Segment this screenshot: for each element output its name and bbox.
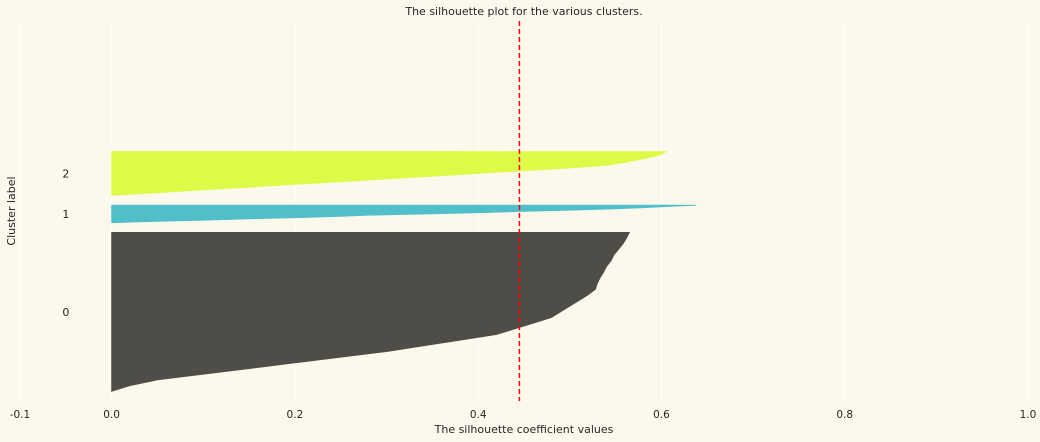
x-tick-label: 0.0 bbox=[103, 409, 120, 421]
cluster-2-area bbox=[111, 151, 668, 196]
cluster-areas bbox=[110, 151, 697, 393]
cluster-1-area bbox=[111, 204, 697, 224]
x-tick-label: 0.4 bbox=[470, 409, 487, 421]
x-tick-label: 0.2 bbox=[287, 409, 304, 421]
x-tick-label: -0.1 bbox=[10, 409, 31, 421]
cluster-labels: 0 1 2 bbox=[62, 167, 69, 318]
cluster-label-0: 0 bbox=[62, 306, 69, 319]
cluster-label-1: 1 bbox=[62, 208, 69, 221]
x-tick-label: 1.0 bbox=[1020, 409, 1037, 421]
cluster-label-2: 2 bbox=[62, 167, 69, 180]
y-axis-label: Cluster label bbox=[5, 176, 18, 245]
x-axis-label: The silhouette coefficient values bbox=[434, 423, 614, 436]
cluster-0-area bbox=[110, 231, 631, 393]
x-tick-label: 0.8 bbox=[836, 409, 853, 421]
x-axis-ticks: -0.1 0.0 0.2 0.4 0.6 0.8 1.0 bbox=[10, 409, 1037, 421]
x-tick-label: 0.6 bbox=[653, 409, 670, 421]
chart-title: The silhouette plot for the various clus… bbox=[404, 5, 642, 18]
